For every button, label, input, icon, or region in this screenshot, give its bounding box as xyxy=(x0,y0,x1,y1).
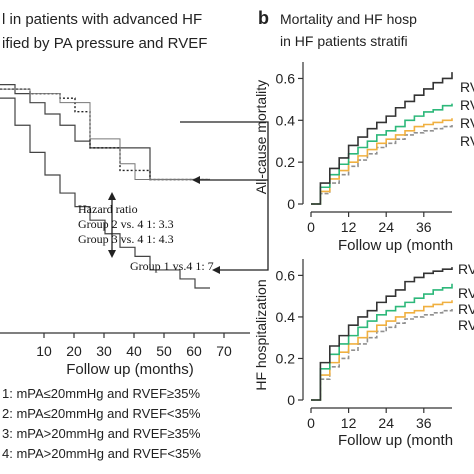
hazard-bracket xyxy=(108,121,269,274)
hazard-line-group3: Group 3 vs. 4 1: 4.3 xyxy=(78,232,174,246)
x-tick-label: 12 xyxy=(341,219,357,235)
legend-a-3: 3: mPA>20mmHg and RVEF≥35% xyxy=(2,426,201,441)
panel-a-x-tick-label: 50 xyxy=(156,343,172,359)
x-tick-label: 0 xyxy=(307,219,315,235)
legend-a-2: 2: mPA≤20mmHg and RVEF<35% xyxy=(2,406,201,421)
y-tick-label: 0 xyxy=(287,196,295,212)
panel-a-curves xyxy=(0,84,210,289)
legend-bb-4: RV xyxy=(458,317,474,333)
panel-b-top-x-axis-label: Follow up (month xyxy=(338,237,453,254)
panel-a-x-tick-label: 40 xyxy=(126,343,142,359)
panel-a-x-axis-label: Follow up (months) xyxy=(66,361,194,378)
panel-b-title-line2: in HF patients stratifi xyxy=(280,33,408,49)
x-tick-label: 24 xyxy=(378,415,394,431)
panel-b-bottom-y-axis-label: HF hospitalization xyxy=(253,279,269,390)
panel-a-title-line2: ified by PA pressure and RVEF xyxy=(2,35,207,52)
y-tick-label: 0.6 xyxy=(276,70,296,86)
hazard-line-group1: Group 1 vs.4 1: 7 xyxy=(130,259,214,273)
y-tick-label: 0.2 xyxy=(276,154,296,170)
legend-bt-1: RV xyxy=(460,79,474,95)
series-line-2 xyxy=(311,103,453,205)
legend-bt-4: RV xyxy=(460,133,474,149)
legend-bb-3: RV xyxy=(458,301,474,317)
panel-b-bottom-axes: 0 0.2 0.4 0.6 0 12 24 36 xyxy=(276,259,452,431)
panel-a-curve-4 xyxy=(0,97,210,289)
panel-a-curve-3 xyxy=(0,88,210,181)
x-tick-label: 36 xyxy=(416,415,432,431)
legend-a-1: 1: mPA≤20mmHg and RVEF≥35% xyxy=(2,386,200,401)
panel-a-x-tick-label: 70 xyxy=(216,343,232,359)
y-tick-label: 0.6 xyxy=(276,267,296,283)
y-tick-label: 0.4 xyxy=(276,112,296,128)
legend-bb-2: RV xyxy=(458,285,474,301)
panel-b-top-curves xyxy=(311,72,453,205)
series-line-1 xyxy=(311,267,453,401)
legend-bt-2: RV xyxy=(460,97,474,113)
panel-b-title-line1: Mortality and HF hosp xyxy=(280,11,417,27)
series-line-3 xyxy=(311,118,453,205)
series-line-4 xyxy=(311,124,453,205)
panel-a-x-tick-label: 20 xyxy=(66,343,82,359)
series-line-1 xyxy=(311,72,453,205)
x-tick-label: 12 xyxy=(341,415,357,431)
x-tick-label: 36 xyxy=(416,219,432,235)
panel-b-top-y-axis-label: All-cause mortality xyxy=(253,80,269,194)
y-tick-label: 0 xyxy=(287,392,295,408)
panel-b-letter: b xyxy=(258,8,269,28)
series-line-4 xyxy=(311,308,453,401)
legend-a-4: 4: mPA>20mmHg and RVEF<35% xyxy=(2,446,201,461)
panel-b-bottom-legend: RV RV RV RV xyxy=(458,261,474,333)
x-tick-label: 24 xyxy=(378,219,394,235)
panel-b-top-legend: RV RV RV RV xyxy=(460,79,474,149)
legend-bt-3: RV xyxy=(460,115,474,131)
panel-a-x-tick-label: 10 xyxy=(36,343,52,359)
panel-a-x-ticks: 10 20 30 40 50 60 70 xyxy=(36,333,232,359)
series-line-2 xyxy=(311,283,453,401)
panel-a-x-tick-label: 60 xyxy=(186,343,202,359)
y-tick-label: 0.4 xyxy=(276,309,296,325)
hazard-line-group2: Group 2 vs. 4 1: 3.3 xyxy=(78,217,174,231)
panel-b-bottom-curves xyxy=(311,267,453,401)
panel-a-curve-1 xyxy=(0,84,210,181)
hazard-heading: Hazard ratio xyxy=(78,202,138,216)
panel-b-top-axes: 0 0.2 0.4 0.6 0 12 24 36 xyxy=(276,62,452,235)
panel-a-title-line1: l in patients with advanced HF xyxy=(2,11,202,28)
panel-a-legend: 1: mPA≤20mmHg and RVEF≥35% 2: mPA≤20mmHg… xyxy=(2,386,201,461)
panel-b-bottom-x-axis-label: Follow up (month xyxy=(338,432,453,449)
x-tick-label: 0 xyxy=(307,415,315,431)
legend-bb-1: RV xyxy=(458,261,474,277)
panel-a-x-tick-label: 30 xyxy=(96,343,112,359)
series-line-3 xyxy=(311,300,453,401)
y-tick-label: 0.2 xyxy=(276,350,296,366)
